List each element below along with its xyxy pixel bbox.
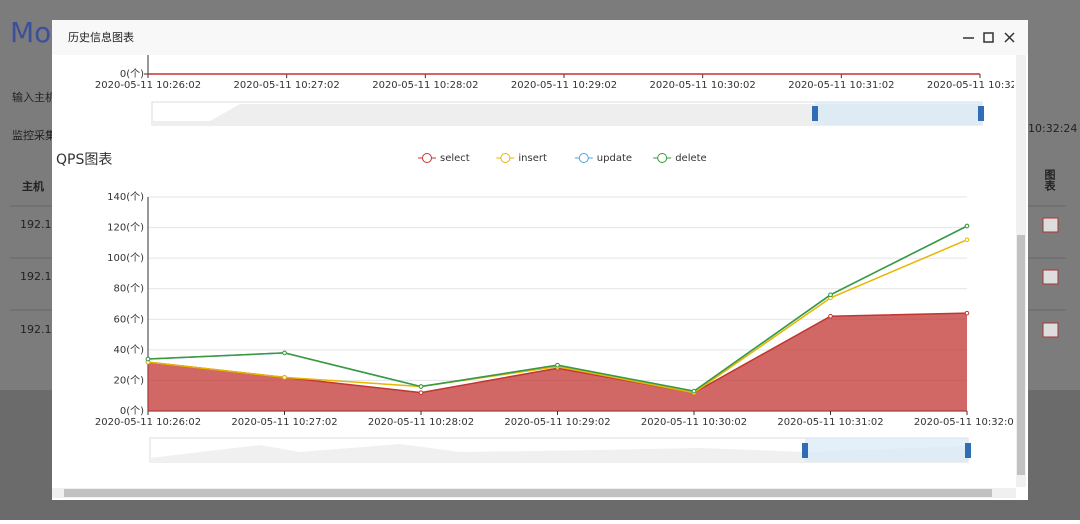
label: 监控采集 (12, 128, 56, 142)
host: 192.16 (20, 270, 59, 283)
zoom-shadow (152, 104, 982, 125)
x-tick-label: 2020-05-11 10:29:02 (504, 417, 610, 428)
chart-icons[interactable] (1042, 217, 1059, 338)
x-tick-label: 2020-05-11 10:30:02 (641, 417, 747, 428)
y-tick-label: 40(个) (113, 344, 144, 356)
v-scroll-thumb[interactable] (1017, 235, 1025, 475)
close[interactable] (1004, 32, 1015, 43)
y-tick-label: 60(个) (113, 313, 144, 325)
point (964, 237, 970, 243)
zoom-slider[interactable] (149, 437, 971, 463)
table-header: 图表 (1043, 169, 1057, 192)
chart-icon[interactable] (1042, 322, 1059, 338)
legend-marker (500, 153, 511, 163)
modal (52, 20, 1028, 500)
area (148, 313, 967, 411)
point (555, 362, 560, 368)
x-tick-label: 2020-05-11 10:30:02 (650, 80, 756, 91)
zoom-handle[interactable] (802, 443, 808, 458)
x-tick-label: 2020-05-11 10:29:02 (511, 80, 617, 91)
legend-label: update (597, 153, 632, 164)
legend-label: insert (518, 153, 547, 164)
label: 输入主机 (12, 90, 56, 104)
point (145, 356, 151, 362)
x-tick-label: 2020-05-11 10:26:02 (95, 80, 201, 91)
table-header: 主机 (22, 179, 44, 193)
x-tick-label: 2020-05-11 10:27:02 (231, 417, 337, 428)
point (418, 390, 424, 395)
chart-icon[interactable] (1042, 269, 1059, 285)
host: 192.16 (20, 323, 59, 336)
x-tick-label: 2020-05-11 10:26:02 (95, 417, 201, 428)
point (964, 223, 970, 229)
y-tick-label: 120(个) (107, 222, 144, 234)
zoom-slider[interactable] (151, 101, 984, 126)
legend-marker (422, 153, 432, 163)
maximize[interactable] (983, 32, 994, 43)
y-tick-label: 20(个) (113, 374, 144, 386)
y-tick-label: 80(个) (113, 283, 144, 295)
host: 192.16 (20, 218, 59, 231)
point (282, 375, 287, 380)
y-tick-label: 140(个) (107, 191, 144, 203)
x-tick-label: 2020-05-11 10:31:02 (777, 417, 883, 428)
legend-label: delete (675, 153, 707, 164)
x-tick-label: 2020-05-11 10:32:02 (914, 417, 1020, 428)
point (418, 384, 424, 389)
legend-marker (578, 153, 589, 163)
legend-marker (657, 153, 668, 163)
y-tick-label: 0(个) (120, 68, 144, 80)
x-tick-label: 2020-05-11 10:32:02 (927, 80, 1033, 91)
charts: 0(个)2020-05-11 10:26:02 2020-05-11 10:27:… (56, 55, 1033, 428)
window-controls[interactable] (963, 32, 1015, 43)
x-tick-label: 2020-05-11 10:27:02 (234, 80, 340, 91)
zoom-window[interactable] (815, 102, 982, 125)
zoom-window[interactable] (805, 438, 968, 462)
legend-label: select (440, 153, 470, 164)
point (282, 350, 287, 356)
zoom-handle[interactable] (978, 106, 984, 121)
x-tick-label: 2020-05-11 10:31:02 (788, 80, 894, 91)
modal-title: 历史信息图表 (68, 30, 134, 44)
zoom-handle[interactable] (965, 443, 971, 458)
point (964, 310, 970, 316)
chart-icon[interactable] (1042, 217, 1059, 233)
point (691, 388, 697, 394)
point (828, 292, 833, 298)
y-tick-label: 100(个) (107, 252, 144, 264)
x-tick-label: 2020-05-11 10:28:02 (368, 417, 474, 428)
zoom-shadow (150, 444, 968, 462)
x-tick-label: 2020-05-11 10:28:02 (372, 80, 478, 91)
time: 10:32:24 (1028, 122, 1077, 135)
zoom-handle[interactable] (812, 106, 818, 121)
h-scroll-thumb[interactable] (64, 489, 992, 497)
point (828, 313, 833, 319)
chart-title: QPS图表 (56, 152, 112, 168)
page-title: Mo (10, 16, 51, 49)
modal-header (52, 20, 1028, 55)
y-tick-label: 0(个) (120, 405, 144, 417)
